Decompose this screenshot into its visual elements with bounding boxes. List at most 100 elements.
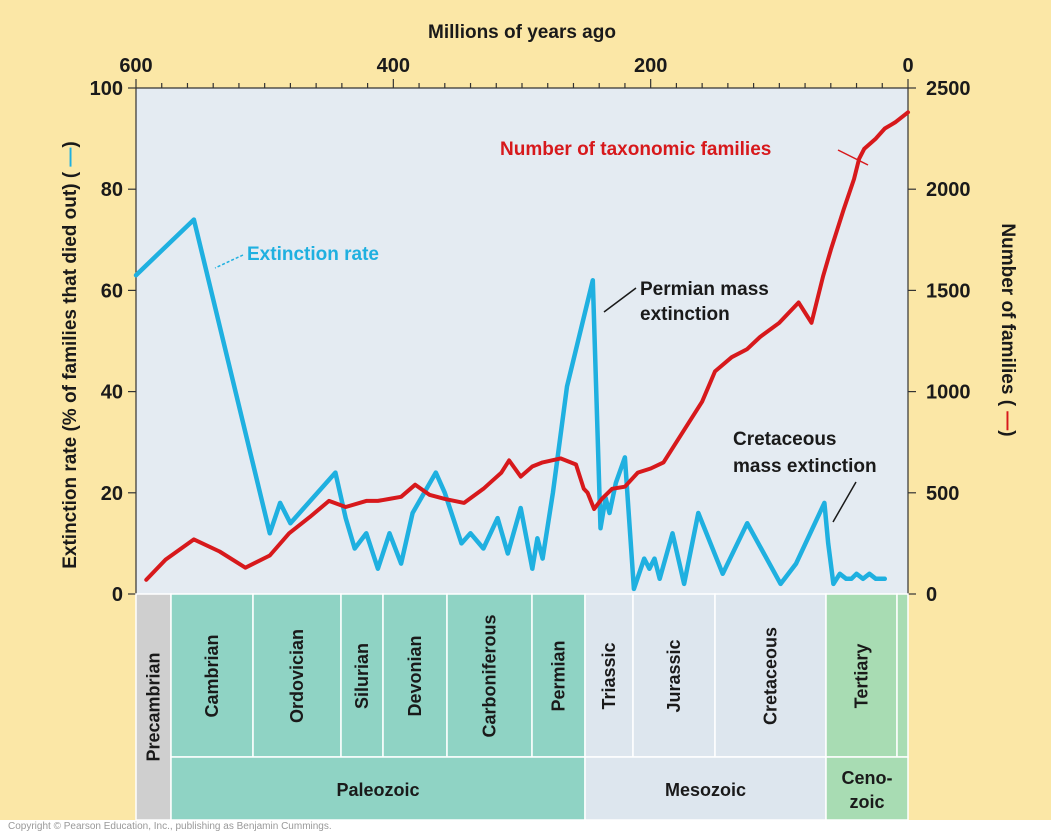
extinction-rate-point <box>632 587 636 591</box>
extinction-rate-point <box>551 491 555 495</box>
period-band <box>632 593 716 758</box>
extinction-rate-point <box>459 541 464 546</box>
period-band <box>170 593 254 758</box>
period-band <box>446 593 533 758</box>
families-point <box>519 475 523 479</box>
families-point <box>893 120 897 125</box>
extinction-rate-point <box>838 572 842 576</box>
period-label: Devonian <box>405 635 425 716</box>
right-y-tick-label: 2500 <box>926 78 971 100</box>
families-point <box>490 479 495 483</box>
extinction-rate-point <box>364 531 368 535</box>
period-label: Precambrian <box>144 652 164 761</box>
families-point <box>462 501 466 505</box>
extinction-rate-point <box>670 531 675 535</box>
families-point <box>387 497 392 501</box>
families-point <box>681 430 685 434</box>
extinction-rate-point <box>540 556 545 561</box>
families-point <box>842 207 846 212</box>
extinction-rate-point <box>658 577 662 581</box>
extinction-rate-point <box>696 511 700 515</box>
families-point <box>661 460 666 465</box>
period-label: Jurassic <box>664 639 684 712</box>
families-point <box>586 491 590 495</box>
extinction-rate-point <box>411 511 415 515</box>
period-band <box>714 593 827 758</box>
period-label: Carboniferous <box>480 614 500 737</box>
extinction-rate-point <box>779 582 783 586</box>
extinction-rate-point <box>849 577 853 581</box>
families-point <box>713 369 717 373</box>
extinction-rate-point <box>607 511 612 515</box>
families-point <box>499 470 504 475</box>
families-point <box>649 466 653 471</box>
families-annotation-leader <box>837 149 869 166</box>
extinction-rate-point <box>623 455 627 459</box>
right-y-axis-ticks: 0 500 1000 1500 2000 2500 <box>907 78 971 606</box>
extinction-rate-point <box>844 577 848 581</box>
extinction-rate-point <box>598 526 603 530</box>
left-y-axis-ticks: 0 20 40 60 80 100 <box>90 78 137 606</box>
extinction-rate-point <box>535 536 540 540</box>
extinction-rate-point <box>861 577 865 581</box>
extinction-rate-point <box>468 531 473 535</box>
families-point <box>481 487 485 491</box>
x-tick-label: 200 <box>634 55 667 77</box>
period-label: Ordovician <box>287 629 307 723</box>
extinction-rate-point <box>434 470 438 475</box>
era-label: Paleozoic <box>336 780 419 800</box>
period-band <box>896 593 909 758</box>
extinction-rate-point <box>745 521 749 525</box>
extinction-rate-point <box>519 506 523 510</box>
x-axis-title: Millions of years ago <box>428 22 616 43</box>
extinction-rate-point <box>652 556 657 561</box>
x-axis-ticks: 600 400 200 0 <box>119 55 914 89</box>
extinction-rate-point <box>376 567 380 571</box>
extinction-rate-point <box>192 217 196 222</box>
era-label-line2: zoic <box>849 792 884 812</box>
extinction-rate-point <box>822 501 826 505</box>
families-point <box>530 464 534 469</box>
period-label: Tertiary <box>852 644 872 709</box>
families-point <box>507 458 511 463</box>
permian-annotation-line2: extinction <box>640 304 730 325</box>
families-point <box>399 495 403 499</box>
extinction-rate-point <box>867 572 872 576</box>
extinction-rate-point <box>530 567 534 571</box>
families-point <box>610 487 614 491</box>
families-point <box>327 499 331 503</box>
families-point <box>574 462 578 467</box>
families-point <box>874 137 878 141</box>
cretaceous-annotation-line1: Cretaceous <box>733 429 837 450</box>
families-point <box>163 557 168 562</box>
cretaceous-annotation-leader <box>832 481 857 523</box>
families-point <box>758 335 762 339</box>
left-y-tick-label: 80 <box>101 179 123 201</box>
right-y-tick-label: 1500 <box>926 280 971 302</box>
families-point <box>636 470 640 475</box>
extinction-rate-point <box>481 546 485 551</box>
period-band <box>135 593 172 821</box>
families-point <box>364 499 368 503</box>
families-point <box>540 460 545 465</box>
period-label: Cretaceous <box>761 627 781 725</box>
extinction-annotation-leader <box>214 254 244 269</box>
extinction-rate-point <box>288 521 292 525</box>
extinction-rate-point <box>333 470 338 475</box>
era-band <box>825 756 909 821</box>
extinction-rate-point <box>794 562 798 566</box>
families-point <box>582 487 586 491</box>
right-y-tick-label: 2000 <box>926 179 971 201</box>
extinction-rate-point <box>883 577 887 581</box>
period-label: Triassic <box>599 642 619 709</box>
x-tick-label: 600 <box>119 55 152 77</box>
families-point <box>376 499 380 503</box>
x-tick-label: 0 <box>902 55 913 77</box>
families-legend-swatch: — <box>997 406 1018 430</box>
extinction-legend-swatch: — <box>60 148 81 172</box>
extinction-rate-point <box>614 481 618 485</box>
families-point <box>797 300 801 305</box>
extinction-rate-point <box>647 567 651 571</box>
period-band <box>584 593 634 758</box>
